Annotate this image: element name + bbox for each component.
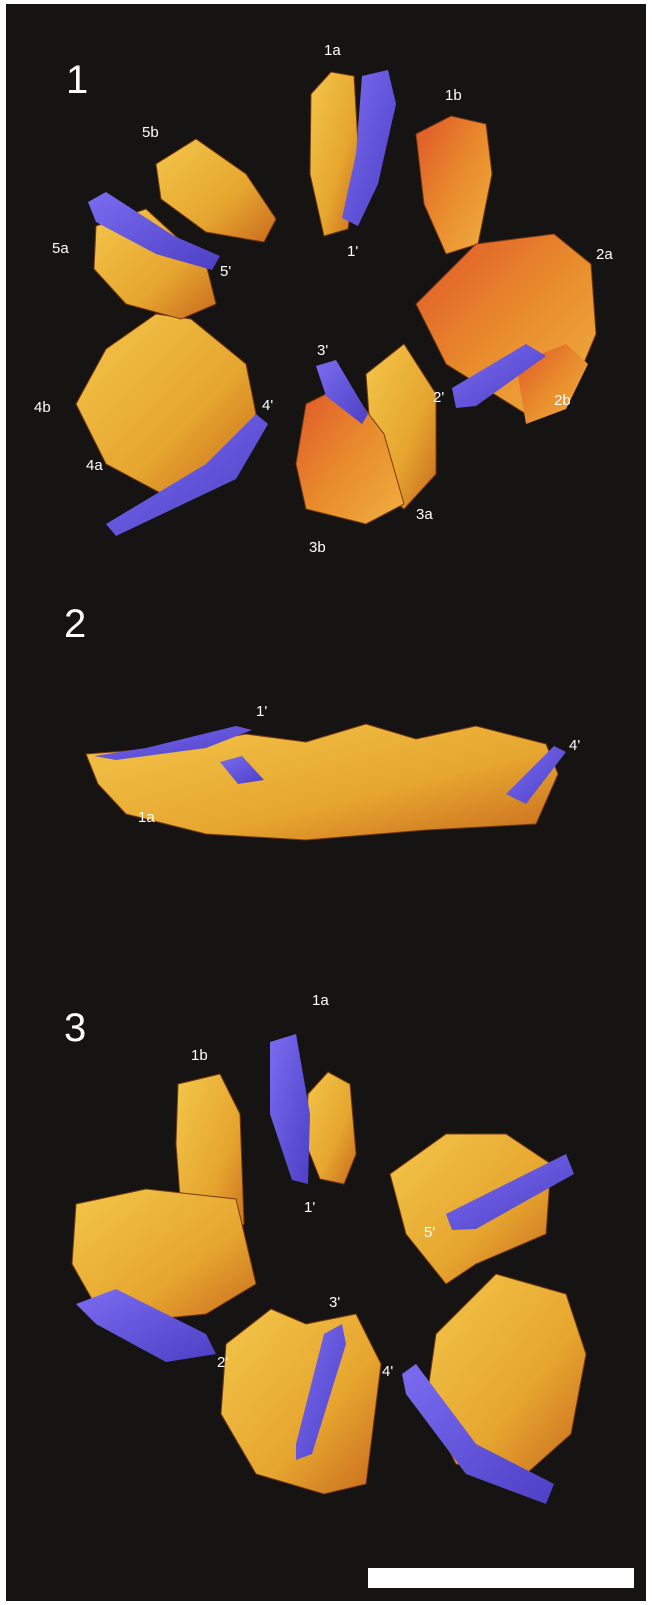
label-4a: 4a <box>86 457 103 474</box>
highlight-2 <box>452 344 546 408</box>
label-3-4-prime: 4' <box>382 1363 394 1380</box>
label-3-5-prime: 5' <box>424 1224 436 1241</box>
label-1b: 1b <box>445 87 462 104</box>
side-view-body <box>85 723 559 841</box>
label-1a: 1a <box>324 42 341 59</box>
highlight-3-2 <box>76 1289 216 1362</box>
label-5a: 5a <box>52 240 69 257</box>
specimen-illustration <box>71 70 597 1504</box>
label-3-1a: 1a <box>312 992 329 1009</box>
scale-bar <box>368 1568 634 1588</box>
fragment-1b <box>415 115 493 255</box>
label-5b: 5b <box>142 124 159 141</box>
highlight-3 <box>316 360 368 424</box>
label-3-2-prime: 2' <box>217 1354 229 1371</box>
highlight-3-3 <box>296 1324 346 1460</box>
highlight-5 <box>88 192 220 270</box>
highlight-3-5 <box>446 1154 574 1230</box>
panel-2-specimen <box>85 723 566 841</box>
highlight-4 <box>106 414 268 536</box>
panel-2-number: 2 <box>64 602 87 646</box>
label-4b: 4b <box>34 399 51 416</box>
panel-1-number: 1 <box>66 58 89 102</box>
label-2a: 2a <box>596 246 613 263</box>
label-4-prime: 4' <box>262 397 274 414</box>
label-3b: 3b <box>309 539 326 556</box>
label-1-prime: 1' <box>347 243 359 260</box>
label-5-prime: 5' <box>220 263 232 280</box>
label-2-1-prime: 1' <box>256 703 268 720</box>
figure-plate: 1 1a 1b 1' 2a 2b 2' 3' 3a 3b 4' 4a 4b 5a… <box>6 4 646 1601</box>
label-2-prime: 2' <box>433 389 445 406</box>
fragment-3-3 <box>220 1308 382 1495</box>
label-3-1-prime: 1' <box>304 1199 316 1216</box>
highlight-3-1 <box>270 1034 310 1184</box>
fragment-5b <box>155 138 277 243</box>
side-view-highlight-1 <box>94 726 252 760</box>
label-2-1a: 1a <box>138 809 155 826</box>
fragment-3-1a <box>305 1071 357 1185</box>
side-view-highlight-4 <box>506 746 566 804</box>
label-3a: 3a <box>416 506 433 523</box>
label-2b: 2b <box>554 392 571 409</box>
side-view-highlight-2 <box>220 756 264 784</box>
label-3-prime: 3' <box>317 342 329 359</box>
label-2-4-prime: 4' <box>569 737 581 754</box>
highlight-1 <box>342 70 396 226</box>
highlight-3-4 <box>402 1364 554 1504</box>
panel-3-number: 3 <box>64 1006 87 1050</box>
panel-1-specimen <box>75 70 597 536</box>
panel-3-specimen <box>71 1034 587 1504</box>
label-3-3-prime: 3' <box>329 1294 341 1311</box>
label-3-1b: 1b <box>191 1047 208 1064</box>
